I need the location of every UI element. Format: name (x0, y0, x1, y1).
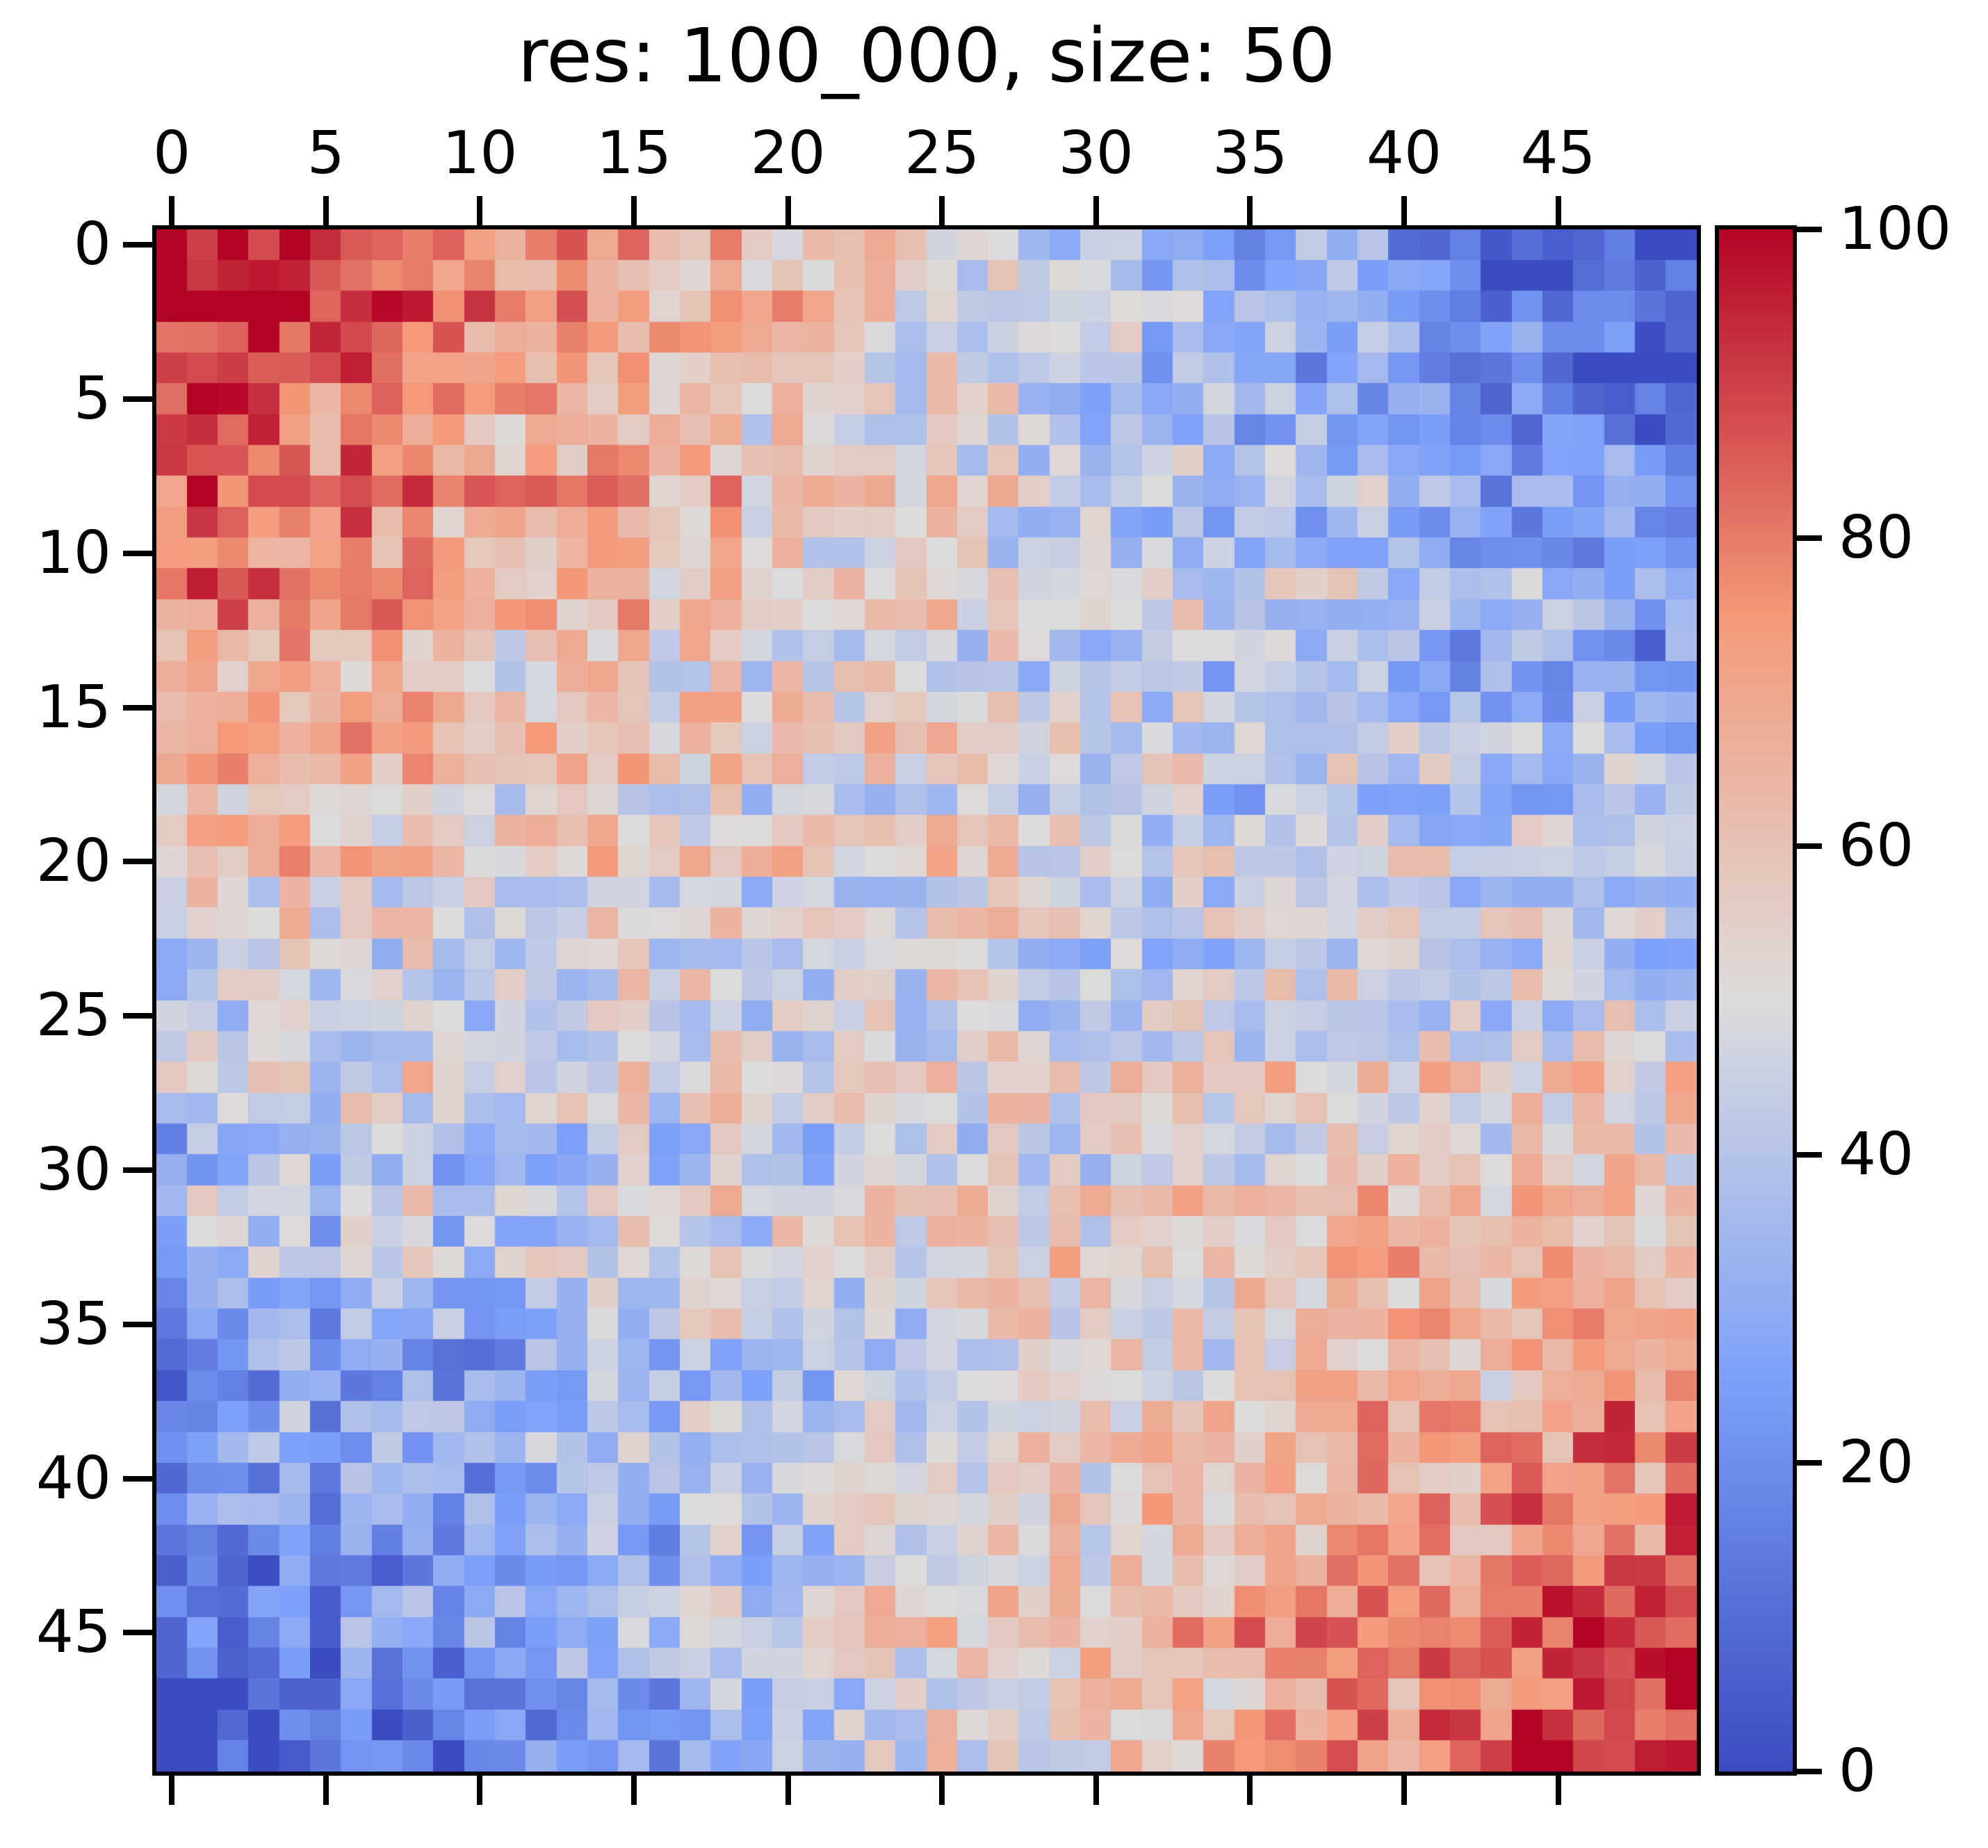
x-tick-top (323, 196, 329, 225)
y-tick-label: 30 (35, 1135, 111, 1204)
x-tick-bottom (477, 1776, 483, 1805)
x-tick-label: 40 (1366, 119, 1442, 188)
y-tick-left (123, 1013, 152, 1019)
y-tick-left (123, 1321, 152, 1327)
x-tick-bottom (1555, 1776, 1561, 1805)
colorbar-tick (1793, 227, 1822, 232)
heatmap-canvas (156, 229, 1697, 1772)
y-tick-label: 15 (35, 672, 111, 742)
y-tick-label: 0 (73, 210, 111, 279)
x-tick-bottom (939, 1776, 945, 1805)
y-tick-label: 20 (35, 827, 111, 896)
x-tick-top (1401, 196, 1407, 225)
y-tick-left (123, 550, 152, 556)
colorbar-tick-label: 80 (1839, 503, 1914, 572)
colorbar-tick (1793, 843, 1822, 850)
x-tick-top (1247, 196, 1253, 225)
x-tick-label: 15 (596, 119, 672, 188)
colorbar-canvas (1719, 229, 1793, 1772)
x-tick-label: 35 (1212, 119, 1288, 188)
x-tick-label: 25 (904, 119, 980, 188)
x-tick-label: 0 (153, 119, 191, 188)
colorbar-tick-label: 40 (1839, 1119, 1914, 1189)
y-tick-left (123, 1167, 152, 1173)
colorbar-tick-label: 60 (1839, 811, 1914, 881)
colorbar-tick (1793, 535, 1822, 541)
x-tick-top (939, 196, 945, 225)
x-tick-label: 45 (1520, 119, 1596, 188)
y-tick-label: 35 (35, 1289, 111, 1359)
y-tick-left (123, 859, 152, 865)
x-tick-top (630, 196, 637, 225)
x-tick-label: 5 (307, 119, 345, 188)
y-tick-label: 25 (35, 981, 111, 1051)
x-tick-label: 30 (1058, 119, 1134, 188)
x-tick-top (1093, 196, 1099, 225)
x-tick-top (785, 196, 791, 225)
x-tick-bottom (1247, 1776, 1253, 1805)
x-tick-bottom (1401, 1776, 1407, 1805)
y-tick-left (123, 242, 152, 248)
heatmap-axes (152, 225, 1701, 1776)
x-tick-top (169, 196, 175, 225)
colorbar-tick (1793, 1151, 1822, 1158)
x-tick-top (1555, 196, 1561, 225)
x-tick-top (477, 196, 483, 225)
y-tick-label: 40 (35, 1443, 111, 1513)
colorbar-tick-label: 0 (1839, 1737, 1877, 1806)
colorbar (1715, 225, 1797, 1776)
y-tick-left (123, 1630, 152, 1636)
x-tick-label: 20 (750, 119, 826, 188)
colorbar-tick (1793, 1769, 1822, 1774)
chart-title: res: 100_000, size: 50 (517, 13, 1336, 99)
y-tick-label: 10 (35, 518, 111, 587)
y-tick-label: 5 (73, 364, 111, 433)
y-tick-left (123, 396, 152, 402)
y-tick-left (123, 1475, 152, 1482)
x-tick-label: 10 (442, 119, 518, 188)
x-tick-bottom (630, 1776, 637, 1805)
x-tick-bottom (1093, 1776, 1099, 1805)
x-tick-bottom (323, 1776, 329, 1805)
y-tick-left (123, 704, 152, 711)
colorbar-tick-label: 20 (1839, 1428, 1914, 1498)
x-tick-bottom (785, 1776, 791, 1805)
x-tick-bottom (169, 1776, 175, 1805)
colorbar-tick (1793, 1460, 1822, 1466)
y-tick-label: 45 (35, 1598, 111, 1667)
colorbar-tick-label: 100 (1839, 195, 1952, 264)
